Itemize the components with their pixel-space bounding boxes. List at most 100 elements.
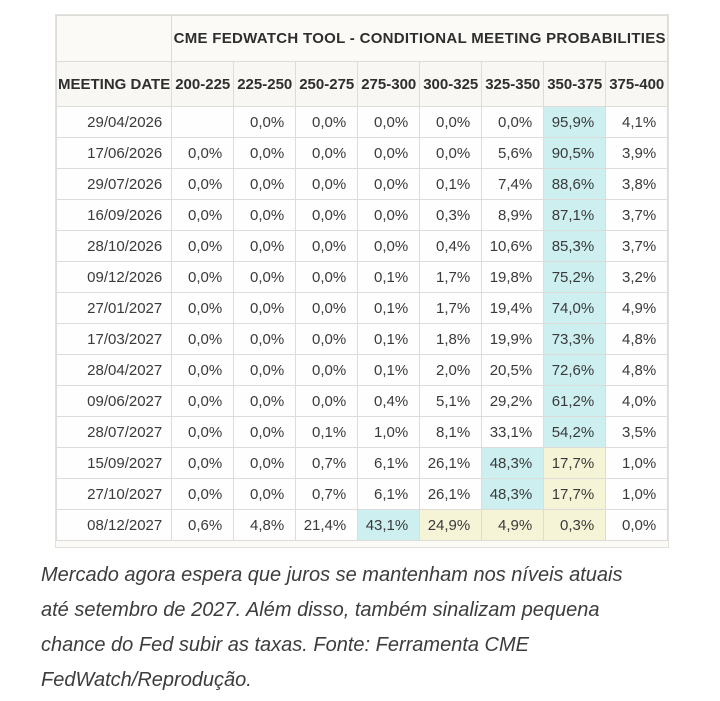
probability-cell: 1,7% (419, 261, 483, 293)
meeting-date-cell: 28/04/2027 (55, 354, 173, 386)
probability-cell: 10,6% (481, 230, 545, 262)
probability-cell: 0,0% (171, 137, 235, 169)
probability-cell: 19,8% (481, 261, 545, 293)
table-row: 29/04/2026 0,0% 0,0% 0,0% 0,0% 0,0% 95,9% 4,1% (55, 106, 669, 138)
probability-cell: 0,0% (295, 168, 359, 200)
table-row: 17/03/2027 0,0% 0,0% 0,0% 0,1% 1,8% 19,9% 73,3%… (55, 323, 669, 355)
probability-cell: 7,4% (481, 168, 545, 200)
probability-cell: 4,8% (605, 323, 669, 355)
table-row: 09/06/2027 0,0% 0,0% 0,0% 0,4% 5,1% 29,2% 61,2%… (55, 385, 669, 417)
probability-cell: 4,9% (481, 509, 545, 541)
probability-cell: 0,0% (171, 447, 235, 479)
probability-cell: 48,3% (481, 478, 545, 510)
probability-cell (171, 106, 235, 138)
meeting-date-cell: 09/06/2027 (55, 385, 173, 417)
probability-cell: 0,0% (171, 168, 235, 200)
probability-cell: 17,7% (543, 447, 607, 479)
probability-cell: 1,0% (605, 447, 669, 479)
probability-cell: 0,0% (295, 323, 359, 355)
probability-cell: 0,6% (171, 509, 235, 541)
probability-cell: 0,4% (357, 385, 421, 417)
probability-cell: 17,7% (543, 478, 607, 510)
rate-column-header: 300-325 (419, 61, 483, 107)
probability-cell: 0,0% (295, 261, 359, 293)
probability-cell: 43,1% (357, 509, 421, 541)
probability-cell: 8,9% (481, 199, 545, 231)
table-row: 27/10/2027 0,0% 0,0% 0,7% 6,1% 26,1% 48,3% 17,7… (55, 478, 669, 510)
probability-cell: 74,0% (543, 292, 607, 324)
table-row: 27/01/2027 0,0% 0,0% 0,0% 0,1% 1,7% 19,4% 74,0%… (55, 292, 669, 324)
meeting-date-cell: 28/10/2026 (55, 230, 173, 262)
probability-cell: 0,0% (171, 478, 235, 510)
meeting-date-cell: 17/06/2026 (55, 137, 173, 169)
probability-cell: 6,1% (357, 478, 421, 510)
probability-cell: 0,0% (171, 323, 235, 355)
probability-cell: 48,3% (481, 447, 545, 479)
probability-cell: 2,0% (419, 354, 483, 386)
probability-cell: 61,2% (543, 385, 607, 417)
probability-cell: 26,1% (419, 478, 483, 510)
probability-cell: 3,9% (605, 137, 669, 169)
probability-cell: 33,1% (481, 416, 545, 448)
table-row: 17/06/2026 0,0% 0,0% 0,0% 0,0% 0,0% 5,6% 90,5% 3… (55, 137, 669, 169)
table-row: 15/09/2027 0,0% 0,0% 0,7% 6,1% 26,1% 48,3% 17,7… (55, 447, 669, 479)
probability-cell: 3,2% (605, 261, 669, 293)
meeting-date-cell: 15/09/2027 (55, 447, 173, 479)
rate-column-header: 200-225 (171, 61, 235, 107)
rate-column-header: 375-400 (605, 61, 669, 107)
probability-cell: 20,5% (481, 354, 545, 386)
corner-cell (55, 15, 173, 62)
probability-cell: 3,5% (605, 416, 669, 448)
probability-cell: 5,1% (419, 385, 483, 417)
meeting-date-header: MEETING DATE (55, 61, 173, 107)
probability-cell: 0,0% (295, 199, 359, 231)
probability-cell: 19,9% (481, 323, 545, 355)
probability-cell: 1,0% (605, 478, 669, 510)
meeting-date-cell: 29/04/2026 (55, 106, 173, 138)
probability-cell: 90,5% (543, 137, 607, 169)
probability-cell: 0,1% (357, 261, 421, 293)
probability-cell: 0,0% (233, 261, 297, 293)
meeting-date-cell: 09/12/2026 (55, 261, 173, 293)
caption-line: chance do Fed subir as taxas. Fonte: Fer… (41, 634, 529, 656)
probability-cell: 0,0% (233, 230, 297, 262)
probability-cell: 0,0% (233, 292, 297, 324)
rate-column-header: 225-250 (233, 61, 297, 107)
probability-cell: 0,0% (357, 199, 421, 231)
probability-cell: 1,7% (419, 292, 483, 324)
probability-cell: 0,0% (295, 230, 359, 262)
probability-cell: 24,9% (419, 509, 483, 541)
probability-cell: 0,0% (233, 168, 297, 200)
probability-cell: 72,6% (543, 354, 607, 386)
caption-line: Mercado agora espera que juros se manten… (41, 564, 623, 586)
probability-cell: 75,2% (543, 261, 607, 293)
probability-cell: 0,0% (171, 354, 235, 386)
meeting-date-cell: 28/07/2027 (55, 416, 173, 448)
table-row: 28/04/2027 0,0% 0,0% 0,0% 0,1% 2,0% 20,5% 72,6%… (55, 354, 669, 386)
probability-cell: 6,1% (357, 447, 421, 479)
probability-cell: 0,7% (295, 478, 359, 510)
probability-cell: 26,1% (419, 447, 483, 479)
table-row: 09/12/2026 0,0% 0,0% 0,0% 0,1% 1,7% 19,8% 75,2%… (55, 261, 669, 293)
figure-caption: Mercado agora espera que juros se manten… (41, 558, 701, 698)
probability-cell: 88,6% (543, 168, 607, 200)
probability-cell: 8,1% (419, 416, 483, 448)
probability-cell: 0,0% (171, 230, 235, 262)
probability-cell: 0,0% (295, 137, 359, 169)
rate-column-header: 325-350 (481, 61, 545, 107)
probability-cell: 0,0% (295, 385, 359, 417)
probability-cell: 0,0% (357, 168, 421, 200)
probability-cell: 0,0% (295, 106, 359, 138)
table-row: 16/09/2026 0,0% 0,0% 0,0% 0,0% 0,3% 8,9% 87,1% 3… (55, 199, 669, 231)
probability-cell: 0,0% (419, 137, 483, 169)
probability-cell: 95,9% (543, 106, 607, 138)
probability-cell: 0,0% (171, 385, 235, 417)
rate-column-header: 250-275 (295, 61, 359, 107)
probability-cell: 0,0% (357, 106, 421, 138)
probability-cell: 73,3% (543, 323, 607, 355)
probability-cell: 0,3% (543, 509, 607, 541)
fedwatch-screenshot: CME FEDWATCH TOOL - CONDITIONAL MEETING … (55, 14, 670, 548)
meeting-date-cell: 29/07/2026 (55, 168, 173, 200)
rate-column-header: 350-375 (543, 61, 607, 107)
probability-cell: 0,0% (233, 323, 297, 355)
